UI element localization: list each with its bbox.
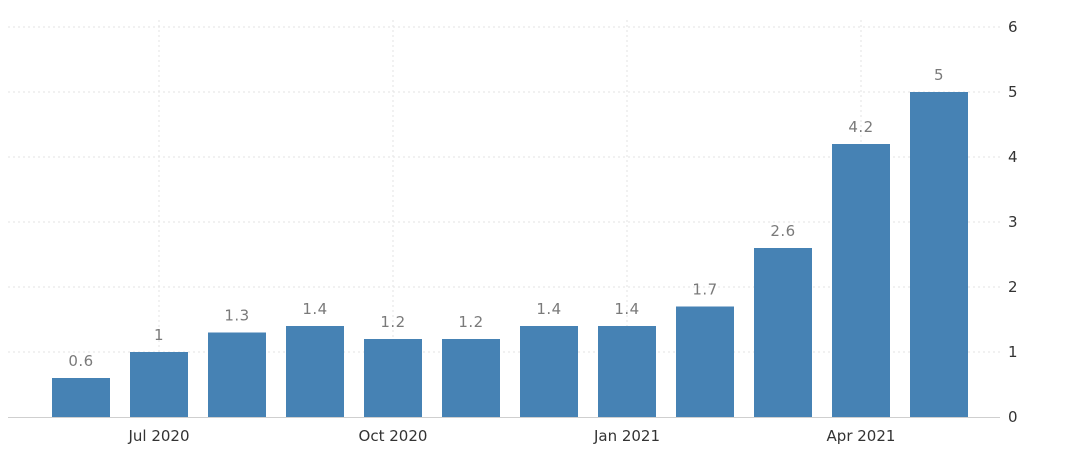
bar [754,248,812,417]
y-tick-label: 3 [1008,213,1018,231]
bar [364,339,422,417]
bar [52,378,110,417]
x-axis: Jul 2020 Oct 2020 Jan 2021 Apr 2021 [8,417,1000,445]
data-label: 1.2 [458,313,483,331]
bar [676,306,734,417]
y-tick-label: 1 [1008,343,1018,361]
x-tick-label: Jan 2021 [593,427,660,445]
data-label: 1.7 [692,281,717,299]
bar [832,144,890,417]
x-tick-label: Oct 2020 [359,427,428,445]
bar [208,332,266,417]
data-label: 1 [154,326,164,344]
y-axis: 0 1 2 3 4 5 6 [1008,18,1018,426]
bars [52,92,968,417]
data-label: 2.6 [770,222,795,240]
bar [442,339,500,417]
bar [130,352,188,417]
data-label: 0.6 [68,352,93,370]
data-label: 5 [934,66,944,84]
x-tick-label: Apr 2021 [827,427,896,445]
bar [598,326,656,417]
data-label: 1.4 [614,300,639,318]
bar [520,326,578,417]
data-label: 4.2 [848,118,873,136]
y-tick-label: 0 [1008,408,1018,426]
bar [910,92,968,417]
y-tick-label: 4 [1008,148,1018,166]
y-tick-label: 6 [1008,18,1018,36]
bar [286,326,344,417]
data-labels: 0.6 1 1.3 1.4 1.2 1.2 1.4 1.4 1.7 2.6 4.2 5 [68,66,944,370]
data-label: 1.3 [224,307,249,325]
y-tick-label: 5 [1008,83,1018,101]
data-label: 1.4 [302,300,327,318]
data-label: 1.2 [380,313,405,331]
data-label: 1.4 [536,300,561,318]
x-tick-label: Jul 2020 [127,427,189,445]
y-tick-label: 2 [1008,278,1018,296]
